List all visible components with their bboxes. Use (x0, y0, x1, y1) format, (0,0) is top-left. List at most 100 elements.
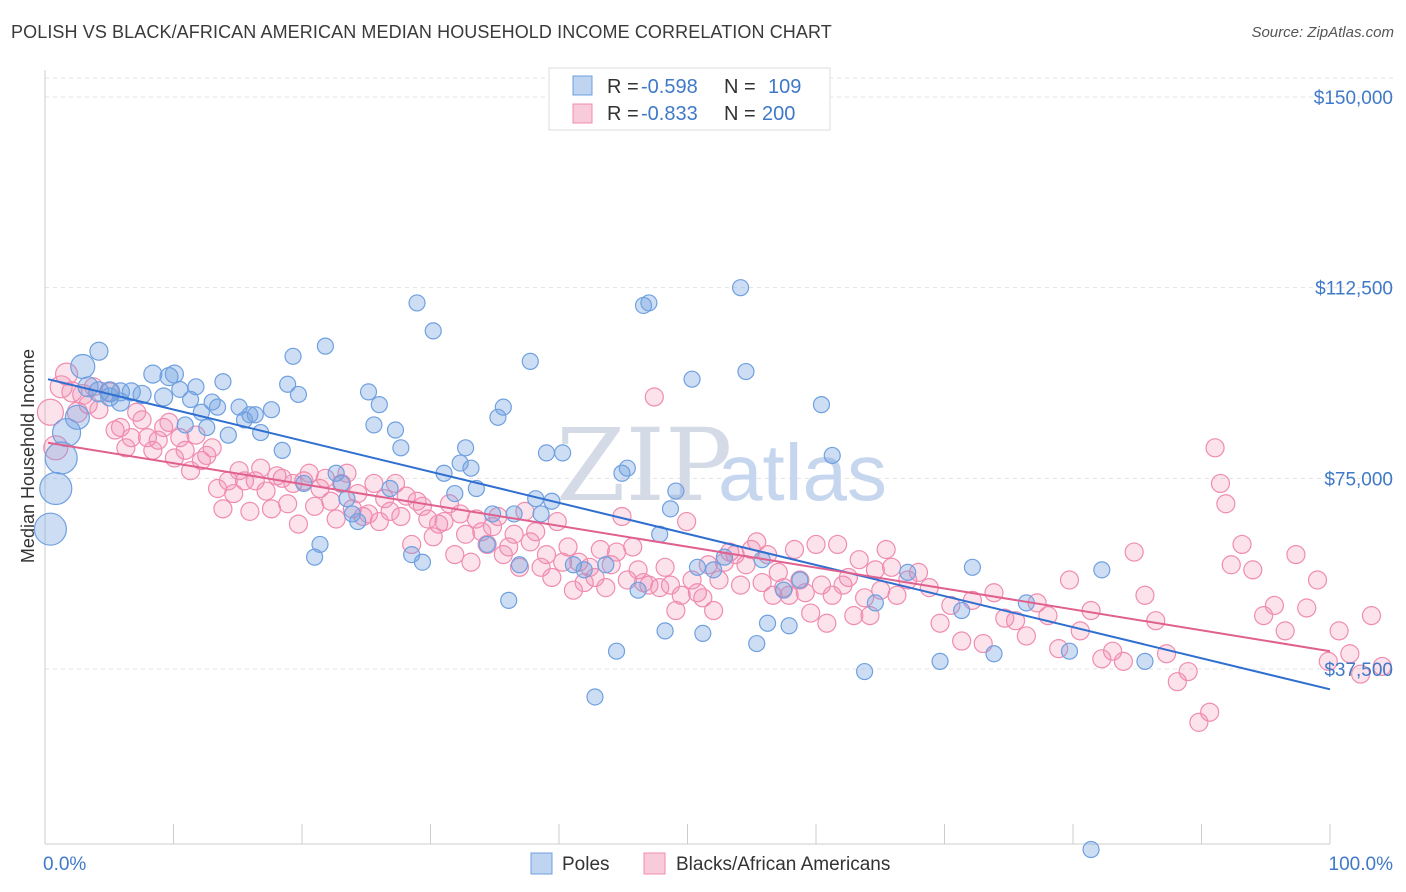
point-blacks-64 (391, 506, 411, 527)
trend-line-blacks (47, 441, 1331, 653)
point-blacks-0 (36, 398, 64, 426)
point-blacks-183 (1178, 661, 1198, 682)
point-poles-36 (279, 375, 297, 393)
point-blacks-78 (466, 509, 486, 529)
point-poles-94 (705, 561, 723, 579)
point-blacks-102 (596, 578, 616, 598)
point-poles-100 (758, 614, 777, 632)
legend-n-value-poles: 109 (768, 76, 801, 98)
point-blacks-143 (817, 613, 837, 633)
point-poles-26 (208, 398, 227, 416)
point-poles-21 (181, 390, 200, 409)
point-blacks-84 (499, 537, 519, 557)
point-blacks-72 (434, 511, 454, 532)
point-blacks-198 (1318, 651, 1338, 671)
point-blacks-193 (1264, 595, 1284, 616)
legend-r-value-blacks: -0.833 (641, 103, 698, 125)
point-blacks-194 (1275, 621, 1295, 641)
point-poles-57 (424, 322, 442, 340)
point-poles-98 (748, 634, 766, 653)
point-blacks-203 (1372, 656, 1392, 677)
point-blacks-162 (952, 631, 972, 651)
point-poles-43 (327, 464, 345, 482)
point-blacks-117 (677, 511, 697, 532)
point-poles-14 (132, 384, 152, 405)
point-poles-38 (289, 385, 308, 404)
point-blacks-66 (402, 534, 422, 555)
legend-swatch-blacks (572, 103, 593, 124)
point-blacks-16 (132, 410, 152, 430)
point-blacks-171 (1049, 639, 1069, 659)
point-blacks-76 (455, 524, 476, 544)
point-blacks-91 (536, 544, 557, 565)
y-tick-label-1: $75,000 (1324, 469, 1393, 490)
point-poles-61 (456, 439, 475, 457)
point-poles-117 (1136, 652, 1154, 670)
point-blacks-43 (278, 494, 298, 514)
point-blacks-36 (240, 501, 260, 521)
point-poles-2 (44, 441, 78, 475)
point-poles-107 (866, 594, 884, 612)
point-blacks-13 (116, 438, 136, 458)
point-blacks-29 (202, 438, 222, 458)
point-poles-55 (408, 294, 426, 312)
point-poles-111 (963, 558, 982, 576)
point-poles-106 (855, 662, 874, 681)
point-blacks-172 (1059, 570, 1080, 590)
point-blacks-9 (89, 400, 109, 420)
point-poles-66 (489, 408, 507, 426)
point-poles-47 (349, 512, 367, 531)
legend-r-label: R = (607, 76, 639, 98)
point-blacks-140 (801, 603, 821, 623)
point-poles-101 (775, 581, 793, 599)
point-blacks-51 (321, 491, 341, 511)
point-blacks-138 (790, 570, 810, 590)
point-poles-81 (607, 642, 626, 660)
trend-line-poles (47, 378, 1331, 691)
point-blacks-119 (687, 583, 708, 603)
point-poles-8 (89, 341, 109, 361)
point-blacks-148 (844, 606, 864, 626)
point-blacks-197 (1307, 570, 1328, 590)
point-blacks-27 (191, 450, 211, 471)
point-poles-41 (311, 535, 329, 554)
y-axis-label: Median Household Income (18, 349, 38, 563)
point-blacks-62 (380, 501, 400, 521)
point-poles-52 (386, 421, 405, 439)
point-blacks-75 (450, 504, 470, 524)
point-blacks-195 (1286, 544, 1306, 565)
point-blacks-77 (461, 552, 481, 572)
point-blacks-123 (709, 570, 729, 590)
x-tick-label-max: 100.0% (1329, 854, 1394, 875)
correlation-legend: R = -0.598 N = 109 R = -0.833 N = 200 (548, 67, 831, 131)
point-poles-84 (629, 581, 647, 599)
point-poles-89 (661, 500, 680, 518)
point-blacks-190 (1232, 534, 1252, 555)
point-poles-77 (564, 556, 583, 574)
point-blacks-95 (558, 537, 578, 557)
point-blacks-69 (418, 509, 438, 529)
point-blacks-52 (326, 509, 346, 529)
point-poles-0 (33, 512, 67, 546)
point-blacks-20 (154, 417, 174, 438)
y-tick-label-2: $112,500 (1315, 279, 1393, 300)
point-poles-53 (392, 439, 410, 457)
point-poles-51 (381, 479, 399, 498)
point-blacks-187 (1210, 473, 1231, 494)
point-blacks-199 (1329, 621, 1349, 641)
point-poles-70 (510, 556, 529, 574)
point-poles-105 (823, 446, 841, 465)
point-blacks-80 (477, 534, 497, 555)
point-poles-1 (39, 471, 73, 506)
point-poles-62 (462, 459, 480, 477)
point-poles-20 (176, 416, 194, 434)
point-poles-49 (365, 416, 383, 434)
point-poles-27 (214, 373, 232, 391)
point-poles-90 (667, 482, 685, 500)
point-poles-35 (273, 441, 291, 459)
point-blacks-81 (482, 517, 503, 537)
point-blacks-70 (423, 527, 443, 547)
point-blacks-137 (784, 539, 805, 560)
series-poles-points (33, 279, 1154, 859)
